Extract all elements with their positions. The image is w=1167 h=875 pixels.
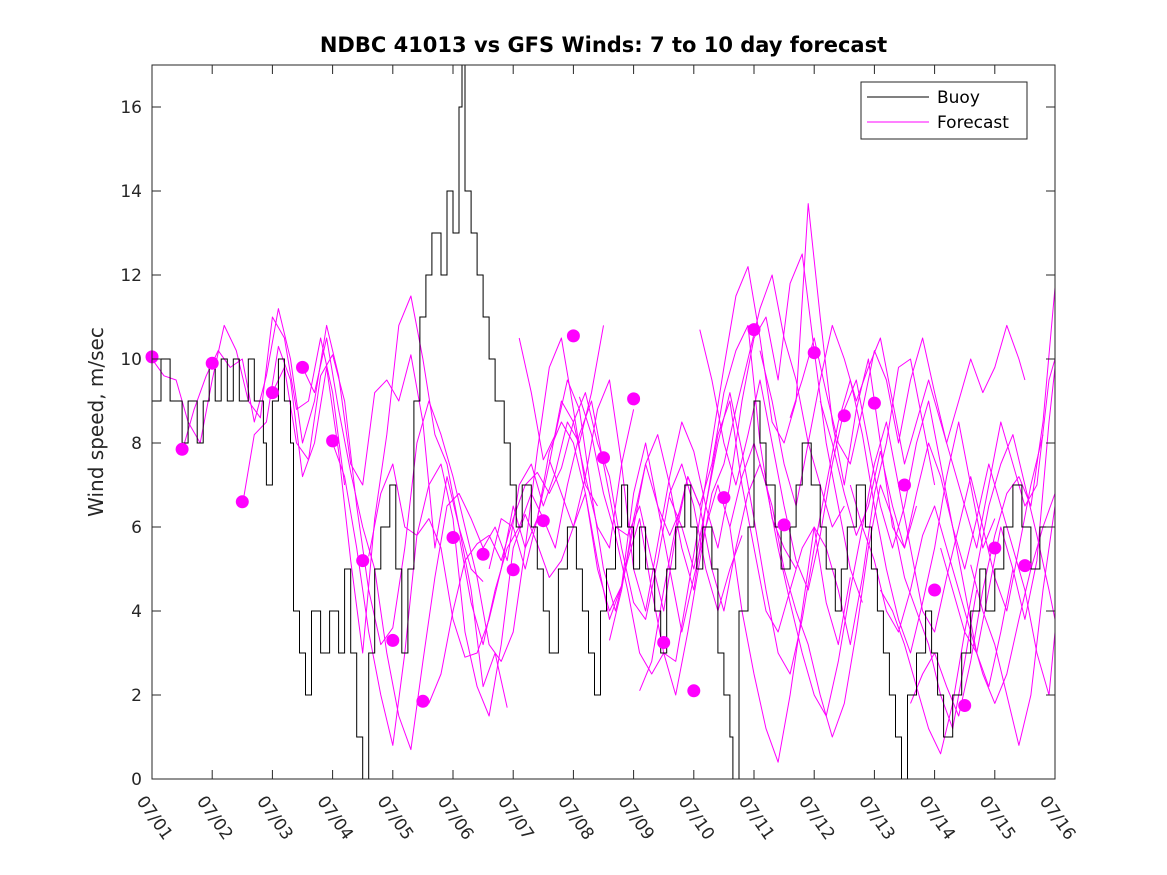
forecast-marker-25	[867, 396, 881, 410]
y-tick-label: 4	[131, 602, 142, 622]
forecast-marker-22	[777, 518, 791, 532]
chart-title: NDBC 41013 vs GFS Winds: 7 to 10 day for…	[320, 33, 887, 57]
buoy-line	[152, 65, 1055, 779]
y-tick-label: 6	[131, 518, 142, 538]
forecast-line-19	[759, 324, 1055, 549]
forecast-line-7	[368, 442, 683, 717]
forecast-marker-18	[657, 636, 671, 649]
forecast-marker-8	[356, 554, 370, 568]
forecast-line-22	[849, 484, 1055, 704]
forecast-line-11	[518, 274, 845, 696]
forecast-line-18	[729, 421, 1044, 717]
forecast-marker-7	[326, 434, 340, 448]
forecast-marker-16	[597, 451, 610, 465]
forecast-marker-13	[506, 563, 520, 577]
forecast-line-3	[241, 295, 508, 708]
forecast-marker-30	[1018, 559, 1032, 573]
forecast-marker-12	[476, 547, 490, 561]
plot-area	[152, 65, 1055, 779]
forecast-marker-24	[837, 409, 851, 423]
y-tick-label: 16	[120, 98, 142, 118]
series-layer	[145, 65, 1055, 779]
forecast-line-26	[970, 505, 1055, 746]
forecast-marker-19	[687, 684, 701, 698]
forecast-line-8	[428, 392, 743, 704]
legend: Buoy Forecast	[860, 81, 1028, 140]
legend-label-buoy: Buoy	[937, 88, 980, 108]
forecast-line-6	[332, 400, 635, 746]
forecast-marker-29	[988, 541, 1002, 555]
forecast-marker-14	[536, 514, 550, 528]
forecast-line-17	[699, 329, 1014, 688]
axes-layer	[151, 64, 1056, 780]
forecast-marker-27	[928, 583, 942, 597]
y-tick-label: 14	[120, 182, 142, 202]
forecast-marker-20	[717, 491, 731, 505]
forecast-marker-21	[747, 323, 761, 337]
forecast-marker-15	[566, 329, 580, 343]
y-tick-label: 0	[131, 770, 142, 790]
forecast-marker-9	[386, 633, 400, 647]
forecast-line-13	[578, 203, 917, 675]
y-tick-label: 8	[131, 434, 142, 454]
axes-box	[151, 64, 1056, 780]
legend-label-forecast: Forecast	[937, 113, 1009, 133]
y-axis-label: Wind speed, m/sec	[84, 327, 108, 517]
forecast-line-5	[302, 325, 604, 751]
forecast-marker-23	[807, 346, 821, 360]
y-tick-label: 10	[120, 350, 142, 370]
forecast-marker-2	[175, 442, 189, 456]
forecast-line-20	[789, 324, 1026, 465]
forecast-marker-28	[958, 699, 972, 712]
forecast-marker-4	[235, 495, 249, 509]
forecast-line-2	[181, 308, 484, 582]
forecast-line-4	[271, 337, 598, 662]
forecast-marker-17	[627, 392, 641, 406]
forecast-marker-26	[898, 478, 911, 492]
forecast-marker-6	[296, 360, 309, 374]
forecast-marker-10	[416, 694, 430, 708]
y-tick-label: 12	[120, 266, 142, 286]
forecast-marker-11	[446, 531, 460, 544]
forecast-line-21	[819, 400, 1055, 696]
forecast-line-14	[609, 358, 936, 763]
forecast-line-16	[669, 379, 996, 675]
y-tick-label: 2	[131, 686, 142, 706]
forecast-line-15	[639, 463, 978, 738]
forecast-line-23	[879, 434, 1055, 755]
forecast-marker-3	[205, 356, 219, 370]
forecast-line-25	[940, 367, 1055, 654]
forecast-marker-5	[265, 386, 279, 400]
legend-box	[860, 81, 1028, 140]
series-clip-group	[152, 65, 1055, 779]
